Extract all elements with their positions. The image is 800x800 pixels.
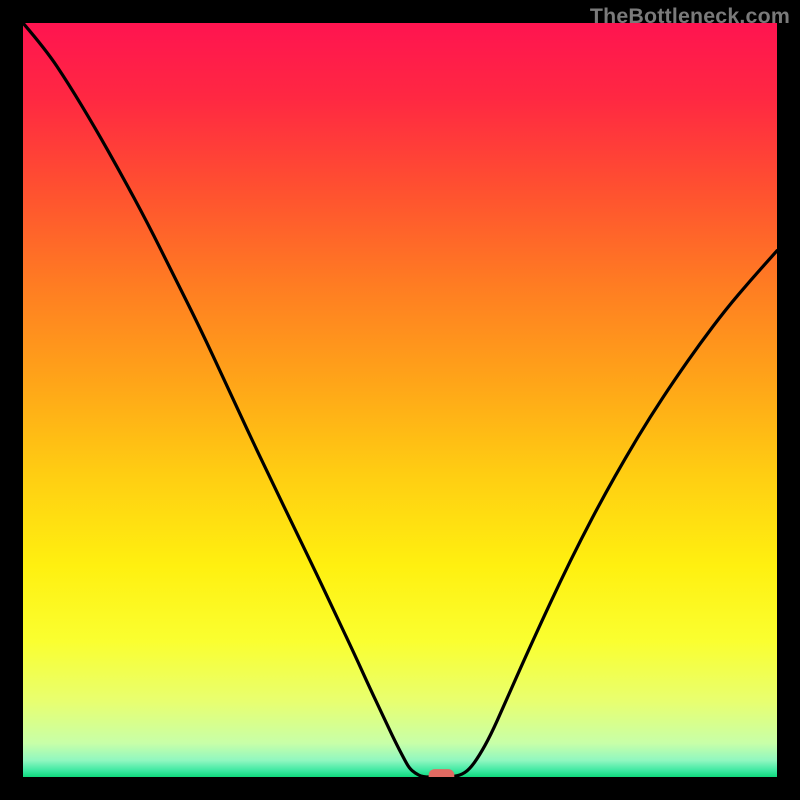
chart-frame: TheBottleneck.com (0, 0, 800, 800)
bottleneck-curve-chart (23, 23, 777, 777)
plot-area (23, 23, 777, 777)
gradient-background (23, 23, 777, 777)
optimal-point-marker (429, 769, 455, 777)
